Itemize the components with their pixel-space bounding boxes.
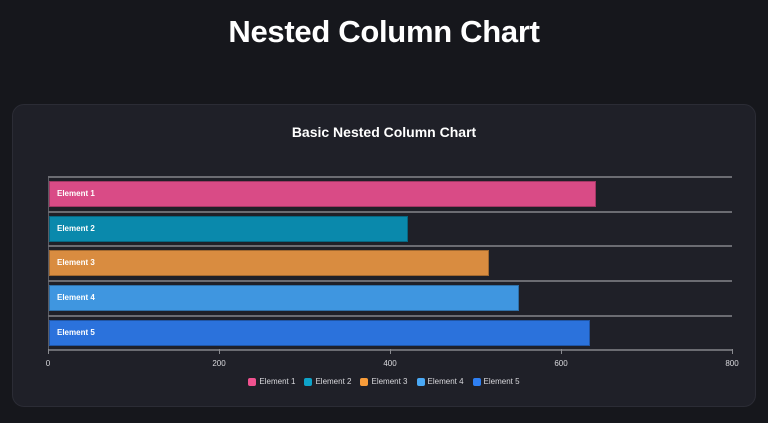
legend-label: Element 2 (315, 377, 352, 386)
bar-row: Element 1 (48, 176, 732, 211)
page-title: Nested Column Chart (228, 14, 540, 49)
bar-label: Element 2 (57, 223, 95, 233)
x-tick-label: 0 (45, 359, 51, 368)
legend-label: Element 1 (259, 377, 296, 386)
y-axis-line (48, 176, 49, 350)
bar-label: Element 5 (57, 327, 95, 337)
background-track (48, 210, 732, 213)
legend-item-element-4[interactable]: Element 4 (416, 377, 464, 386)
bar-element-3[interactable]: Element 3 (49, 250, 490, 277)
bar-row: Element 3 (48, 245, 732, 280)
legend-item-element-3[interactable]: Element 3 (360, 377, 408, 386)
x-tick-label: 400 (383, 359, 397, 368)
background-track (48, 314, 732, 317)
background-track (48, 176, 732, 178)
x-tick-label: 800 (725, 359, 739, 368)
bar-row: Element 5 (48, 314, 732, 350)
bar-row: Element 2 (48, 210, 732, 246)
bar-label: Element 1 (57, 189, 95, 198)
x-tick (219, 349, 220, 354)
legend: Element 1 Element 2 Element 3 Element 4 … (13, 377, 755, 386)
bar-row: Element 4 (48, 280, 732, 315)
x-tick (390, 349, 391, 354)
legend-marker-icon (416, 377, 425, 386)
x-tick (732, 349, 733, 354)
legend-marker-icon (248, 377, 257, 386)
bar-label: Element 4 (57, 293, 95, 303)
legend-label: Element 4 (427, 377, 464, 386)
legend-label: Element 5 (483, 377, 520, 386)
background-track (48, 245, 732, 248)
legend-item-element-2[interactable]: Element 2 (304, 377, 351, 386)
background-track (48, 280, 732, 283)
chart-card: Basic Nested Column Chart Element 1 Elem… (12, 104, 756, 407)
x-tick (561, 349, 562, 354)
bar-element-2[interactable]: Element 2 (49, 215, 409, 242)
legend-marker-icon (304, 377, 313, 386)
legend-marker-icon (360, 377, 369, 386)
legend-item-element-5[interactable]: Element 5 (472, 377, 520, 386)
chart-title: Basic Nested Column Chart (291, 124, 477, 140)
x-tick-label: 600 (554, 359, 568, 368)
plot-area: Element 1 Element 2 Element 3 Element 4 … (46, 176, 739, 368)
bar-label: Element 3 (57, 258, 95, 268)
x-tick-label: 200 (212, 359, 226, 368)
legend-item-element-1[interactable]: Element 1 (248, 377, 295, 386)
x-tick (48, 349, 49, 354)
bar-element-4[interactable]: Element 4 (49, 285, 520, 312)
bar-element-1[interactable]: Element 1 (49, 181, 597, 207)
legend-marker-icon (472, 377, 481, 386)
legend-label: Element 3 (371, 377, 408, 386)
bar-element-5[interactable]: Element 5 (49, 319, 591, 346)
